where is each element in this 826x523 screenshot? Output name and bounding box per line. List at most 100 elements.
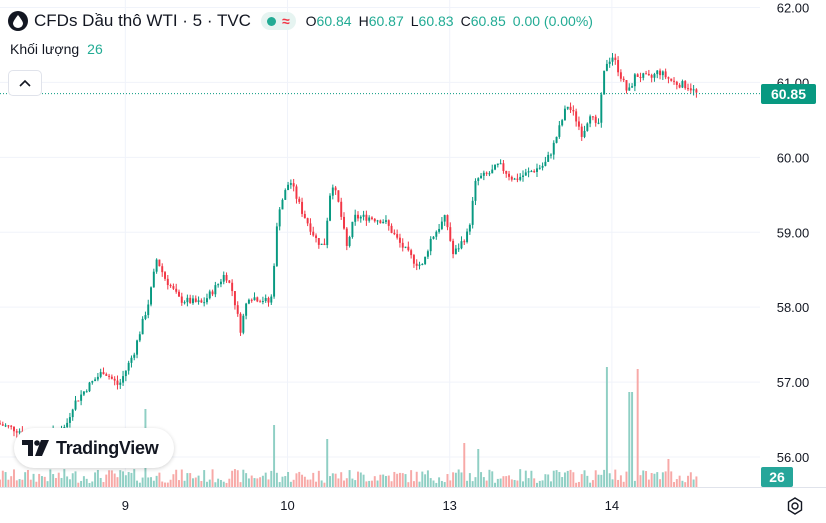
collapse-legend-button[interactable]: [8, 70, 42, 96]
volume-bar: [415, 471, 418, 487]
volume-bar: [482, 477, 485, 487]
candle-body: [639, 76, 642, 78]
candle-body: [631, 86, 634, 88]
volume-bar: [373, 476, 376, 487]
candle-body: [1, 424, 4, 426]
candle-body: [348, 237, 351, 246]
candle-body: [508, 173, 510, 177]
candle-body: [320, 243, 323, 245]
volume-bar: [407, 482, 410, 487]
high-key: H: [358, 13, 369, 29]
chart-settings-button[interactable]: [785, 496, 805, 516]
candle-body: [572, 110, 575, 112]
volume-bar: [183, 480, 186, 487]
volume-bar: [169, 479, 172, 487]
volume-bar: [323, 482, 326, 487]
volume-bar: [7, 479, 10, 487]
candle-body: [264, 297, 267, 302]
volume-bar: [172, 474, 175, 487]
candle-body: [541, 165, 544, 168]
candle-body: [452, 240, 455, 255]
candle-body: [687, 88, 689, 90]
volume-bar: [150, 477, 153, 487]
volume-bar: [354, 480, 357, 487]
candle-body: [491, 169, 494, 174]
volume-bar: [108, 470, 111, 487]
volume-bar: [594, 470, 597, 487]
tradingview-logo[interactable]: TradingView: [14, 428, 174, 468]
candle-body: [278, 209, 281, 227]
volume-bar: [382, 474, 385, 487]
candle-body: [505, 170, 508, 174]
volume-bar: [102, 482, 105, 487]
candle-body: [178, 291, 180, 297]
candle-body: [284, 190, 287, 200]
market-status-badges[interactable]: ≈: [260, 12, 296, 30]
time-axis[interactable]: 9 10 13 14: [0, 487, 826, 514]
candle-body: [435, 231, 438, 237]
candle-body: [673, 80, 676, 82]
candle-body: [261, 301, 264, 303]
volume-bar: [362, 474, 365, 487]
candle-body: [524, 172, 527, 176]
volume-bar: [147, 477, 150, 487]
candle-body: [292, 183, 295, 187]
candle-body: [519, 176, 522, 180]
candle-body: [580, 126, 583, 137]
volume-bar: [625, 471, 628, 487]
candle-body: [653, 74, 656, 78]
candle-body: [13, 426, 15, 432]
volume-bar: [141, 477, 144, 487]
volume-bar: [499, 478, 502, 487]
volume-bar: [463, 443, 466, 487]
candle-body: [387, 220, 390, 226]
volume-bar: [278, 482, 281, 487]
volume-bar: [522, 481, 524, 487]
volume-bar: [105, 474, 108, 487]
volume-bar: [370, 480, 373, 487]
volume-bar: [270, 470, 273, 487]
volume-bar: [675, 479, 678, 487]
candle-body: [326, 220, 329, 246]
volume-bar: [561, 477, 564, 487]
volume-bar: [466, 480, 469, 487]
candle-body: [396, 234, 399, 238]
tradingview-mark-icon: [22, 440, 49, 456]
candle-body: [0, 423, 1, 425]
candle-body: [88, 382, 91, 392]
volume-bar: [348, 470, 351, 487]
candle-body: [317, 238, 320, 245]
volume-bar: [130, 472, 133, 487]
volume-bar: [656, 472, 659, 487]
candle-body: [225, 274, 228, 281]
volume-bar: [242, 469, 245, 487]
volume-bar: [569, 469, 572, 487]
volume-legend[interactable]: Khối lượng 26: [10, 41, 103, 57]
volume-bar: [281, 476, 284, 487]
candle-body: [594, 116, 597, 123]
volume-bar: [563, 472, 566, 487]
candle-body: [611, 57, 614, 62]
volume-bar: [345, 478, 348, 487]
x-tick-label: 14: [605, 498, 619, 513]
volume-bar: [376, 480, 379, 487]
volume-bar: [32, 473, 35, 487]
candle-body: [245, 303, 248, 316]
volume-bar: [205, 481, 208, 487]
volume-bar: [558, 471, 561, 487]
candle-body: [421, 263, 424, 265]
volume-bar: [331, 473, 334, 487]
candle-body: [80, 394, 83, 401]
candle-body: [186, 297, 189, 303]
volume-bar: [245, 473, 248, 487]
symbol-title[interactable]: CFDs Dầu thô WTI · 5 · TVC: [34, 11, 251, 30]
volume-bar: [527, 478, 530, 487]
candle-body: [345, 228, 348, 246]
candle-body: [575, 111, 578, 122]
volume-bar: [580, 474, 583, 487]
volume-bar: [292, 479, 295, 487]
candle-body: [127, 362, 130, 371]
volume-bar: [91, 481, 94, 487]
